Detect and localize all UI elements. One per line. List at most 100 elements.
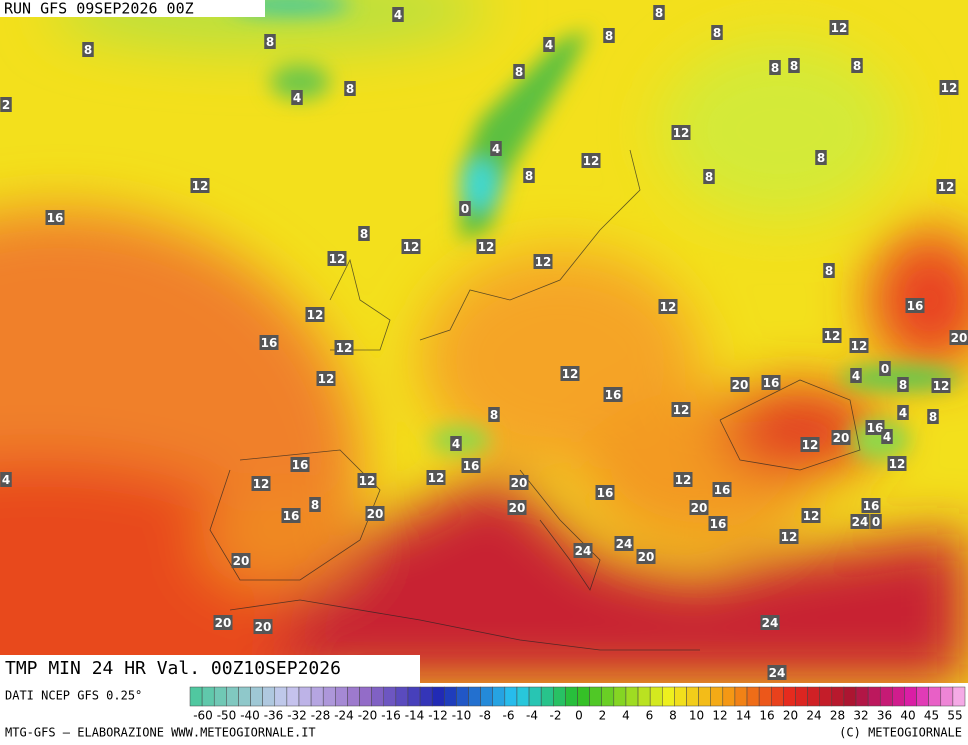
label-box [769,60,781,75]
temp-label: 12 [192,179,209,193]
temp-label: 4 [2,473,10,487]
swatch [298,686,312,707]
swatch [444,686,457,707]
label-box [849,338,869,353]
temp-label: 12 [336,341,353,355]
label-box [653,5,665,20]
label-box [711,25,723,40]
temp-label: 16 [47,211,64,225]
temp-label: 12 [562,367,579,381]
label-box [823,263,835,278]
label-box [365,506,385,521]
label-box [671,402,691,417]
label-box [251,476,271,491]
label-box [190,178,210,193]
swatch [238,686,251,707]
label-box [543,37,555,52]
temp-label: 12 [660,300,677,314]
label-box [658,299,678,314]
temp-label: 16 [763,376,780,390]
temp-label: 12 [253,477,270,491]
swatch [855,686,869,707]
label-box [603,28,615,43]
temp-label: 8 [360,227,368,241]
label-box [259,335,279,350]
label-box [730,377,750,392]
legend-tick: -60 [193,709,213,723]
temp-label: 4 [545,38,553,52]
swatch [395,686,409,707]
swatch [335,686,348,707]
swatch [686,686,699,707]
temp-label: 12 [941,81,958,95]
label-box [861,498,881,513]
swatch [371,686,384,707]
swatch [262,686,276,707]
temp-label: 12 [802,438,819,452]
legend-tick: -8 [479,709,491,723]
swatch [698,686,711,707]
label-box [401,239,421,254]
temp-label: 8 [515,65,523,79]
swatch [431,686,445,707]
label-box [523,168,535,183]
label-box [490,141,502,156]
swatch [940,686,954,707]
swatch [746,686,760,707]
temp-label: 20 [255,620,272,634]
temp-label: 16 [605,388,622,402]
temp-label: 8 [346,82,354,96]
label-box [450,436,462,451]
temp-label: 20 [732,378,749,392]
temp-label: 8 [266,35,274,49]
swatch [904,686,917,707]
label-box [488,407,500,422]
temp-label: 20 [951,331,968,345]
temp-label: 20 [509,501,526,515]
label-box [788,58,800,73]
label-box [761,375,781,390]
swatch [771,686,784,707]
swatch [601,686,615,707]
temp-label: 12 [535,255,552,269]
legend-tick: 4 [622,709,630,723]
temp-label: 4 [293,91,301,105]
copyright: (C) METEOGIORNALE [839,726,962,740]
label-box [264,34,276,49]
legend-tick: 16 [759,709,774,723]
temp-label: 12 [359,474,376,488]
legend-tick: -40 [240,709,260,723]
label-box [887,456,907,471]
label-box [897,405,909,420]
legend-tick: 55 [947,709,962,723]
swatch [928,686,942,707]
temp-label: 16 [907,299,924,313]
label-box [253,619,273,634]
swatch [637,686,651,707]
swatch [879,686,893,707]
temp-label: 0 [881,362,889,376]
swatch [347,686,360,707]
swatch [783,686,796,707]
temp-label: 16 [710,517,727,531]
swatch [819,686,833,707]
label-box [905,298,925,313]
legend-tick: -12 [428,709,448,723]
swatch [674,686,687,707]
temp-label: 8 [525,169,533,183]
label-box [334,340,354,355]
label-box [82,42,94,57]
temp-label: 12 [673,403,690,417]
label-box [0,97,12,112]
legend-tick: 8 [669,709,677,723]
label-box [831,430,851,445]
label-box [671,125,691,140]
swatch [831,686,845,707]
legend-tick: -20 [358,709,378,723]
legend-tick: 28 [830,709,845,723]
temp-label: 16 [261,336,278,350]
swatch [456,686,469,707]
swatch [310,686,324,707]
label-box [949,330,968,345]
